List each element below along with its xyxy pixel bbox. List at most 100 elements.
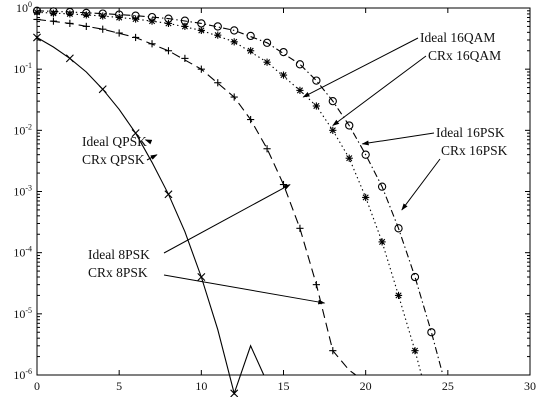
marker-crx-8psk [329,347,337,355]
series-line-ideal-qpsk [36,37,265,396]
x-tick-label: 5 [116,379,122,393]
annotation-arrow-crx-qpsk [146,154,158,161]
y-tick-exponent: -3 [25,184,32,193]
marker-crx-16psk [164,14,173,23]
x-tick-label: 30 [524,379,536,393]
marker-crx-8psk [230,93,238,101]
series-curves [36,10,444,396]
annotation-ideal-16psk: Ideal 16PSK [436,125,505,140]
marker-crx-16psk [328,96,337,106]
annotation-crx-8psk: CRx 8PSK [88,265,148,280]
marker-crx-16qam [345,154,353,162]
marker-crx-16psk [131,11,140,20]
annotation-arrow-crx-8psk [163,274,326,305]
x-tick-label: 0 [34,379,40,393]
annotation-ideal-qpsk: Ideal QPSK [82,134,147,149]
marker-crx-8psk [247,115,255,124]
annotation-arrow-ideal-16qam [302,37,419,98]
marker-crx-8psk [263,145,271,153]
annotation-ideal-16qam: Ideal 16QAM [420,30,495,45]
series-markers [32,6,436,397]
marker-crx-16psk [279,47,288,57]
marker-crx-8psk [49,17,58,25]
marker-crx-16psk [345,121,354,130]
y-tick-exponent: -4 [25,245,32,254]
marker-crx-16psk [32,6,42,15]
marker-crx-16qam [411,347,419,355]
marker-crx-qpsk [98,85,107,94]
marker-crx-16qam [230,38,238,46]
y-tick-label: 10-2 [13,122,32,137]
marker-crx-16psk [180,16,190,25]
marker-crx-8psk [312,281,320,289]
series-line-ideal-16psk [36,10,444,376]
annotation-arrow-crx-16qam [332,55,427,126]
y-tick-exponent: -1 [25,61,32,70]
plot-frame [36,7,531,376]
marker-crx-8psk [214,79,222,87]
marker-crx-16qam [394,291,403,300]
marker-crx-8psk [296,224,304,232]
marker-crx-8psk [66,19,74,28]
y-tick-base: 10 [13,185,25,199]
marker-crx-16qam [197,26,205,35]
y-tick-base: 10 [13,307,25,321]
marker-crx-16psk [394,224,403,233]
marker-crx-16psk [377,182,387,191]
marker-crx-16qam [378,238,386,246]
annotation-arrow-ideal-8psk [163,184,291,254]
marker-crx-qpsk [164,190,173,199]
x-tick-label: 20 [360,379,372,393]
y-tick-label: 10-3 [13,184,32,199]
marker-crx-8psk [181,54,189,62]
annotation-ideal-8psk: Ideal 8PSK [88,247,150,262]
marker-crx-16psk [262,38,272,47]
marker-crx-16psk [295,60,305,69]
annotation-crx-16qam: CRx 16QAM [428,48,501,63]
marker-crx-8psk [197,65,205,73]
marker-crx-16psk [98,9,107,18]
y-tick-base: 10 [13,368,25,382]
marker-crx-8psk [115,29,123,37]
x-tick-label: 15 [278,379,290,393]
annotation-crx-qpsk: CRx QPSK [82,152,145,167]
y-tick-exponent: -6 [25,367,32,376]
y-tick-label: 10-5 [13,306,32,321]
annotation-arrow-ideal-qpsk [144,139,153,145]
marker-crx-16qam [247,47,255,55]
marker-crx-16qam [82,11,90,19]
annotation-arrow-ideal-16psk [361,132,435,146]
marker-crx-16qam [263,58,271,66]
y-tick-label: 10-6 [13,367,32,382]
marker-crx-16psk [312,76,321,85]
marker-crx-16psk [65,7,75,17]
annotation-crx-16psk: CRx 16PSK [441,143,508,158]
marker-crx-8psk [82,22,90,31]
marker-crx-16psk [49,7,58,16]
axis-ticks [36,7,531,376]
marker-crx-8psk [33,15,41,24]
y-tick-base: 10 [13,62,25,76]
marker-crx-16qam [279,71,288,79]
marker-crx-qpsk [131,129,140,138]
y-tick-base: 10 [13,246,25,260]
series-line-ideal-16qam [36,11,423,376]
x-tick-label: 25 [442,379,454,393]
marker-crx-16psk [427,328,436,337]
marker-crx-qpsk [197,273,206,281]
marker-crx-16psk [82,8,91,18]
marker-crx-16psk [410,272,420,282]
y-tick-label: 100 [16,0,32,15]
marker-crx-8psk [148,40,156,48]
marker-crx-8psk [99,25,107,33]
marker-crx-qpsk [33,33,41,42]
x-tick-label: 10 [195,379,207,393]
marker-crx-qpsk [230,389,239,397]
marker-crx-8psk [164,47,173,55]
y-tick-label: 10-1 [13,61,32,76]
marker-crx-16psk [361,150,370,159]
marker-crx-16qam [99,12,107,20]
marker-crx-16psk [230,26,239,35]
